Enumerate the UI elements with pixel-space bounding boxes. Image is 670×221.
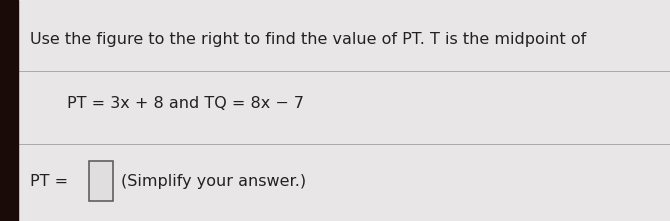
Text: PT = 3x + 8 and TQ = 8x − 7: PT = 3x + 8 and TQ = 8x − 7 [67,96,304,111]
Text: Use the figure to the right to find the value of PT. T is the midpoint of: Use the figure to the right to find the … [30,32,592,47]
Text: (Simplify your answer.): (Simplify your answer.) [121,174,307,189]
Bar [0,0,18,221]
Text: PT =: PT = [30,174,74,189]
Bar [89,161,113,201]
